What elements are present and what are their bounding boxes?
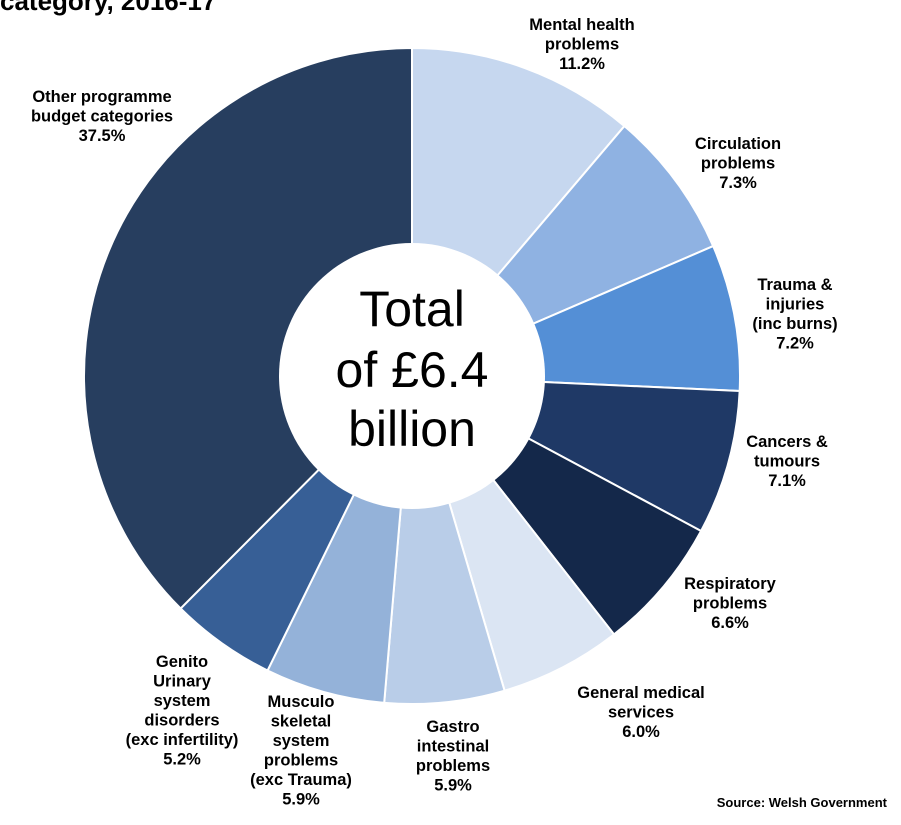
slice-label: Respiratory problems 6.6% — [684, 575, 777, 632]
slice-label-line: (inc burns) — [752, 315, 837, 333]
slice-label-value: 7.1% — [768, 472, 806, 490]
slice-label-line: Musculo — [268, 693, 335, 711]
chart-title-fragment: category, 2016-17 — [0, 0, 217, 16]
slice-label-value: 37.5% — [79, 127, 126, 145]
slice-label-line: problems — [264, 752, 338, 770]
slice-label-line: problems — [701, 155, 775, 173]
slice-label-line: system — [273, 732, 330, 750]
center-total-line-1: Total — [359, 281, 465, 337]
slice-label: Mental health problems 11.2% — [529, 16, 634, 73]
slice-label-value: 5.9% — [434, 777, 472, 795]
slice-label-line: General medical — [577, 684, 704, 702]
slice-label: Cancers & tumours 7.1% — [746, 433, 828, 490]
slice-label-line: Genito — [156, 653, 208, 671]
slice-label: Other programme budget categories 37.5% — [31, 88, 173, 145]
slice-label-line: disorders — [144, 712, 219, 730]
slice-label-value: 7.3% — [719, 174, 757, 192]
slice-label: Circulation problems 7.3% — [695, 135, 781, 192]
slice-labels: Mental health problems 11.2%Circulation pro… — [31, 16, 838, 809]
slice-label-line: tumours — [754, 453, 820, 471]
source-note: Source: Welsh Government — [716, 795, 887, 810]
slice-label-line: Urinary — [153, 673, 212, 691]
slice-other-programme-budget-categories — [83, 46, 413, 610]
slice-label-value: 11.2% — [559, 55, 605, 73]
slice-label-value: 5.2% — [163, 751, 201, 769]
slice-label-line: (exc infertility) — [126, 731, 239, 749]
center-total-line-3: billion — [348, 401, 476, 457]
slice-label-line: budget categories — [31, 108, 173, 126]
slice-label: Trauma & injuries (inc burns) 7.2% — [752, 276, 837, 353]
slice-label-value: 7.2% — [776, 335, 814, 353]
slice-label-line: intestinal — [417, 738, 489, 756]
slice-label-line: problems — [416, 757, 490, 775]
slice-label-value: 6.0% — [622, 723, 660, 741]
slice-label-line: Mental health — [529, 16, 634, 34]
slice-label-line: Circulation — [695, 135, 781, 153]
slice-label-line: Gastro — [426, 718, 479, 736]
slice-label-line: Trauma & — [757, 276, 832, 294]
slice-label-line: Respiratory — [684, 575, 777, 593]
slice-label: Musculo skeletal system problems (exc Trauma… — [250, 693, 352, 809]
slice-label-line: Other programme — [32, 88, 171, 106]
slice-label-line: system — [154, 692, 211, 710]
slice-label-line: skeletal — [271, 713, 332, 731]
slice-label-line: services — [608, 704, 674, 722]
slice-label-value: 6.6% — [711, 614, 749, 632]
donut-hole — [279, 243, 545, 509]
slice-label-value: 5.9% — [282, 791, 320, 809]
slice-label-line: problems — [693, 595, 767, 613]
slice-label: General medical services 6.0% — [577, 684, 704, 741]
slice-label-line: injuries — [766, 296, 825, 314]
slice-label: Genito Urinary system disorders (exc inferti… — [126, 653, 239, 769]
center-total-line-2: of £6.4 — [336, 342, 489, 398]
slice-label: Gastro intestinal problems 5.9% — [416, 718, 490, 795]
slice-label-line: (exc Trauma) — [250, 771, 352, 789]
slice-label-line: problems — [545, 36, 619, 54]
slice-label-line: Cancers & — [746, 433, 828, 451]
